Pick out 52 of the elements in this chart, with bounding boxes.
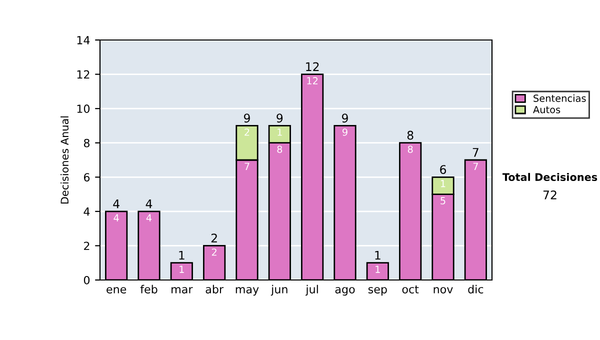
legend-label: Sentencias	[534, 94, 586, 102]
data-label: 7	[244, 162, 250, 170]
data-label: 1	[180, 266, 184, 273]
x-tick-label: jun	[270, 284, 288, 296]
data-label: 9	[342, 128, 348, 136]
x-tick-label: dic	[468, 284, 484, 294]
x-tick-label: abr	[206, 284, 224, 294]
legend-label: Autos	[533, 106, 560, 114]
total-label: 2	[211, 234, 217, 242]
total-label: 9	[276, 114, 283, 123]
data-label: 4	[114, 214, 119, 222]
y-tick-label: 8	[84, 138, 90, 148]
x-tick-label: sep	[368, 287, 387, 296]
data-label: 5	[440, 197, 446, 204]
total-label: 1	[179, 250, 184, 260]
x-tick-label: mar	[172, 287, 193, 294]
x-tick-label: ago	[335, 287, 355, 296]
data-label: 8	[277, 146, 282, 153]
data-label: 1	[376, 266, 380, 273]
x-tick-label: oct	[402, 286, 419, 294]
total-label: 4	[113, 200, 120, 208]
data-label: 1	[278, 128, 282, 136]
text: 72	[543, 190, 556, 200]
total-label: 12	[306, 62, 319, 71]
data-label: 12	[307, 77, 318, 84]
x-tick-label: jul	[306, 284, 318, 296]
text: Total Decisiones	[502, 172, 598, 182]
data-label: 2	[212, 248, 216, 256]
total-label: 7	[472, 148, 478, 157]
data-label: 1	[440, 180, 446, 188]
total-label: 1	[375, 250, 380, 260]
data-label: 2	[244, 128, 250, 136]
total-label: 8	[407, 130, 414, 140]
total-label: 6	[440, 165, 446, 174]
y-axis-title: Decisiones Anual	[60, 116, 69, 204]
data-label: 7	[473, 162, 478, 170]
y-tick-label: 4	[84, 208, 90, 216]
data-label: 4	[146, 214, 152, 222]
total-label: 9	[244, 114, 250, 123]
total-label: 4	[146, 200, 152, 208]
y-tick-label: 0	[84, 276, 90, 284]
y-tick-label: 14	[77, 36, 90, 44]
y-tick-label: 6	[84, 173, 90, 182]
x-tick-label: nov	[434, 287, 453, 294]
y-tick-label: 2	[84, 242, 90, 250]
y-tick-label: 10	[77, 104, 90, 113]
data-label: 8	[408, 146, 413, 153]
x-tick-label: may	[236, 287, 259, 296]
x-tick-label: ene	[106, 287, 126, 294]
x-tick-label: feb	[140, 284, 158, 294]
total-label: 9	[342, 114, 348, 123]
y-tick-label: 12	[77, 70, 90, 79]
